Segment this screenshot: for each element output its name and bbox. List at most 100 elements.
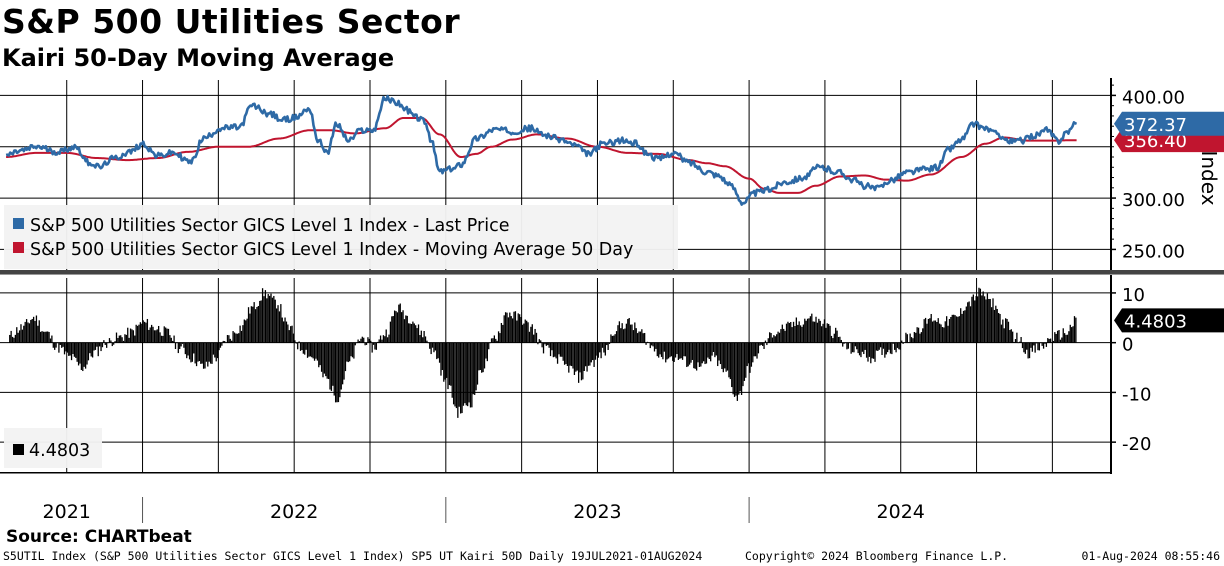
- histogram-bar: [403, 319, 406, 343]
- histogram-bar: [825, 327, 827, 343]
- histogram-bar: [1019, 341, 1021, 343]
- histogram-bar: [835, 327, 837, 343]
- histogram-bar: [888, 342, 890, 350]
- histogram-bar: [441, 342, 444, 371]
- top-legend: S&P 500 Utilities Sector GICS Level 1 In…: [4, 205, 678, 269]
- histogram-bar: [306, 342, 309, 358]
- histogram-bar: [642, 333, 644, 343]
- histogram-bar: [669, 342, 671, 358]
- histogram-bar: [659, 342, 661, 355]
- histogram-bar: [700, 342, 702, 367]
- histogram-bar: [169, 335, 171, 343]
- histogram-bar: [277, 305, 279, 343]
- histogram-bar: [1054, 332, 1056, 343]
- histogram-bar: [995, 305, 997, 343]
- histogram-bar: [726, 342, 729, 371]
- histogram-bar: [173, 335, 175, 343]
- histogram-bar: [555, 342, 557, 359]
- histogram-bar: [94, 342, 97, 350]
- kairi-value-badge-label: 4.4803: [1124, 311, 1187, 332]
- histogram-bar: [795, 317, 798, 343]
- histogram-bar: [500, 322, 503, 343]
- legend-swatch-price: [13, 218, 24, 229]
- histogram-bar: [975, 296, 977, 343]
- histogram-bar: [556, 342, 559, 364]
- histogram-bar: [354, 342, 356, 346]
- histogram-bar: [763, 342, 765, 349]
- histogram-bar: [791, 327, 793, 343]
- histogram-bar: [52, 342, 54, 348]
- histogram-bar: [416, 328, 418, 343]
- histogram-bar: [180, 342, 182, 347]
- histogram-bar: [526, 320, 528, 343]
- histogram-bar: [940, 324, 942, 343]
- histogram-bar: [384, 336, 386, 343]
- histogram-bar: [239, 325, 241, 343]
- histogram-bar: [110, 340, 112, 343]
- histogram-bar: [45, 331, 47, 343]
- histogram-bar: [298, 341, 300, 343]
- histogram-bar: [132, 330, 135, 343]
- histogram-bar: [430, 342, 432, 355]
- histogram-bar: [548, 342, 550, 348]
- histogram-bar: [895, 342, 897, 353]
- histogram-bar: [257, 305, 260, 343]
- histogram-bar: [597, 342, 599, 358]
- histogram-bar: [104, 342, 106, 345]
- histogram-bar: [187, 342, 189, 356]
- histogram-bar: [513, 311, 515, 343]
- histogram-bar: [103, 340, 105, 343]
- histogram-bar: [986, 293, 989, 343]
- histogram-bar: [451, 342, 453, 398]
- histogram-bar: [100, 342, 102, 352]
- histogram-bar: [776, 334, 778, 343]
- histogram-bar: [504, 312, 507, 343]
- histogram-bar: [492, 338, 494, 343]
- histogram-bar: [865, 342, 868, 358]
- histogram-bar: [1003, 328, 1005, 343]
- histogram-bar: [833, 333, 835, 343]
- legend-label-kairi: 4.4803: [29, 441, 90, 461]
- histogram-bar: [457, 342, 459, 418]
- y-tick-label: 300.00: [1122, 190, 1185, 211]
- histogram-bar: [353, 342, 355, 359]
- histogram-bar: [438, 342, 441, 363]
- histogram-bar: [794, 326, 796, 343]
- histogram-bar: [330, 342, 333, 391]
- histogram-bar: [250, 306, 252, 343]
- histogram-bar: [263, 296, 265, 343]
- histogram-bar: [215, 342, 217, 362]
- legend-box: [4, 205, 678, 269]
- histogram-bar: [936, 321, 938, 343]
- histogram-bar: [951, 314, 953, 343]
- histogram-bar: [475, 342, 477, 391]
- histogram-bar: [62, 342, 64, 347]
- histogram-bar: [718, 342, 720, 361]
- histogram-bar: [579, 342, 581, 373]
- histogram-bar: [489, 342, 491, 344]
- histogram-bar: [566, 342, 569, 366]
- histogram-bar: [235, 333, 237, 343]
- histogram-bar: [839, 336, 841, 343]
- histogram-bar: [236, 333, 238, 343]
- histogram-bar: [76, 342, 78, 362]
- histogram-bar: [1017, 342, 1019, 344]
- histogram-bar: [969, 306, 972, 343]
- histogram-bar: [415, 325, 417, 343]
- histogram-bar: [1005, 318, 1007, 343]
- histogram-bar: [622, 329, 625, 343]
- histogram-bar: [819, 320, 821, 343]
- histogram-bar: [644, 332, 646, 343]
- histogram-bar: [943, 327, 945, 343]
- histogram-bar: [261, 288, 264, 343]
- histogram-bar: [903, 342, 906, 343]
- legend-label-price: S&P 500 Utilities Sector GICS Level 1 In…: [30, 216, 509, 236]
- histogram-bar: [725, 342, 727, 372]
- histogram-bar: [614, 334, 616, 343]
- histogram-bar: [761, 342, 764, 346]
- histogram-bar: [149, 327, 151, 343]
- histogram-bar: [828, 323, 830, 343]
- histogram-bar: [703, 342, 705, 362]
- histogram-bar: [721, 342, 723, 369]
- histogram-bar: [562, 342, 564, 361]
